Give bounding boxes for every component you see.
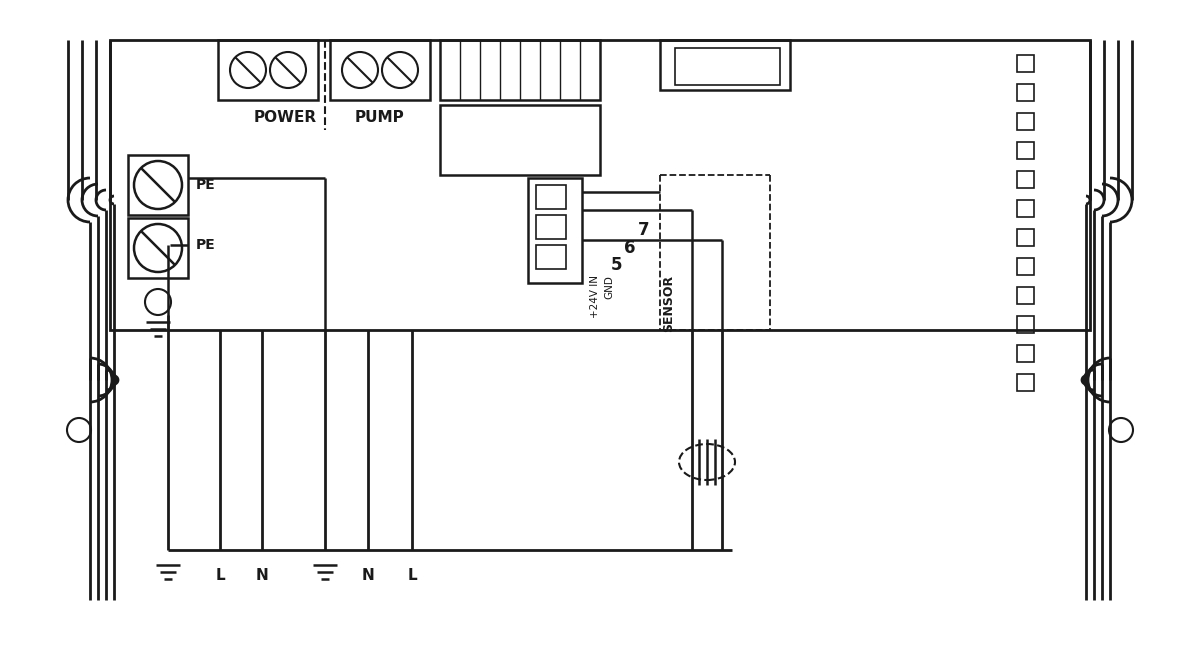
Bar (1018, 55, 1034, 72)
Bar (674, 48, 780, 85)
Bar (1018, 316, 1034, 333)
Text: L: L (215, 567, 224, 582)
Bar (440, 105, 600, 175)
Text: L: L (407, 567, 416, 582)
Bar (536, 185, 566, 209)
Bar (110, 40, 1090, 330)
Text: PE: PE (196, 238, 216, 252)
Bar (1018, 374, 1034, 391)
Bar (528, 178, 582, 283)
Text: SENSOR: SENSOR (662, 275, 674, 332)
Text: POWER: POWER (253, 110, 317, 125)
Bar (128, 155, 188, 215)
Text: 6: 6 (624, 239, 636, 257)
Bar (1018, 200, 1034, 217)
Bar (660, 40, 790, 90)
Bar (1018, 229, 1034, 246)
Bar (218, 40, 318, 100)
Text: +24V IN: +24V IN (590, 275, 600, 318)
Text: 7: 7 (638, 221, 650, 239)
Bar (1018, 345, 1034, 362)
Bar (536, 245, 566, 269)
Bar (1018, 84, 1034, 101)
Bar (536, 215, 566, 239)
Bar (440, 40, 600, 100)
Text: PE: PE (196, 178, 216, 192)
Text: N: N (256, 567, 269, 582)
Text: 5: 5 (611, 256, 623, 274)
Bar (1018, 258, 1034, 275)
Bar (330, 40, 430, 100)
Text: GND: GND (604, 275, 614, 299)
Text: N: N (361, 567, 374, 582)
Bar (1018, 287, 1034, 304)
Bar (1018, 171, 1034, 188)
Bar (128, 218, 188, 278)
Bar (1018, 113, 1034, 130)
Bar (1018, 142, 1034, 159)
Text: PUMP: PUMP (355, 110, 404, 125)
